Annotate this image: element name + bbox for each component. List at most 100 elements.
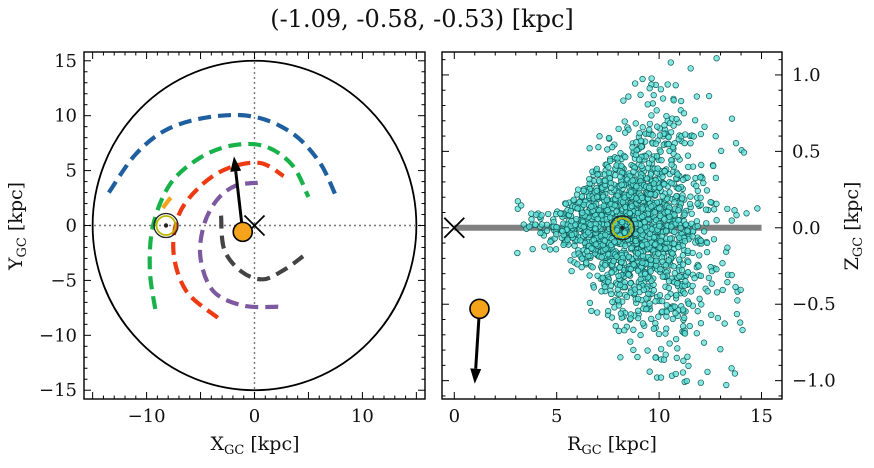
star-point [645,290,652,297]
star-point [593,187,600,194]
star-point [672,310,679,317]
star-point [703,220,710,227]
star-point [728,365,735,372]
star-point [724,205,731,213]
star-point [621,327,628,334]
star-point [696,295,703,302]
star-point [728,271,735,279]
star-point [638,143,645,150]
star-point [723,381,730,389]
star-point [663,308,670,315]
right-ytick-label: −0.5 [792,294,836,315]
star-point [674,153,681,160]
star-point [657,374,665,381]
star-point [693,93,701,100]
star-point [663,302,670,309]
star-point [604,207,611,214]
star-point [538,212,545,219]
star-point [553,231,560,238]
star-point [704,239,711,247]
star-point [652,298,659,305]
star-point [731,370,739,377]
star-point [639,124,646,131]
star-point [518,202,525,209]
star-point [648,112,655,119]
star-point [712,133,719,140]
star-point [686,200,694,208]
star-point [683,377,690,385]
star-point [714,314,722,322]
star-point [671,270,678,277]
star-point [577,237,584,244]
star-point [665,140,672,148]
star-point [646,300,653,307]
star-point [740,149,748,156]
left-ytick-label: 10 [54,106,77,127]
star-point [533,211,540,218]
star-point [673,292,680,299]
star-point [583,259,590,266]
star-point [628,244,635,252]
star-point [724,244,731,251]
star-point [713,55,720,62]
star-point [634,353,641,361]
star-point [724,279,731,286]
star-point [733,310,741,318]
star-point [593,193,601,201]
star-point [664,81,671,88]
star-point [552,246,560,253]
star-point [661,181,668,188]
star-point [713,289,721,296]
star-point [728,115,736,122]
star-point [655,330,663,338]
star-point [661,216,668,223]
star-point [676,273,683,280]
star-point [693,330,700,337]
star-point [622,153,629,161]
star-point [678,267,686,274]
star-point [545,210,552,218]
star-point [574,261,581,268]
star-point [731,207,738,214]
star-point [694,308,701,315]
star-point [602,177,609,184]
star-point [580,201,587,209]
star-point [697,174,704,181]
star-point [621,118,628,125]
star-point [638,162,645,170]
right-xlabel: RGC [kpc] [567,433,657,458]
star-point [670,240,677,247]
star-point [615,272,622,280]
star-scatter [514,55,761,389]
star-point [588,203,595,210]
star-point [659,95,667,102]
star-point [656,244,663,251]
star-point [630,346,637,354]
star-point [672,82,679,89]
star-point [639,320,647,327]
star-point [659,273,666,280]
star-point [655,250,662,257]
star-point [705,274,713,282]
right-xtick-label: 5 [551,406,562,427]
star-point [614,297,622,304]
star-point [680,357,687,364]
star-point [640,286,647,294]
star-point [645,184,653,191]
star-point [612,322,619,330]
star-point [674,345,681,352]
left-xtick-label: 0 [249,406,260,427]
star-point [717,346,724,353]
star-point [646,85,653,92]
star-point [743,210,750,217]
figure-title: (-1.09, -0.58, -0.53) [kpc] [270,5,574,33]
star-point [564,236,571,243]
star-point [628,202,635,210]
left-xlabel: XGC [kpc] [210,433,299,458]
star-point [649,132,656,139]
star-point [649,100,657,107]
star-point [602,262,609,269]
star-point [681,330,689,337]
star-point [675,207,682,214]
star-point [625,93,632,100]
